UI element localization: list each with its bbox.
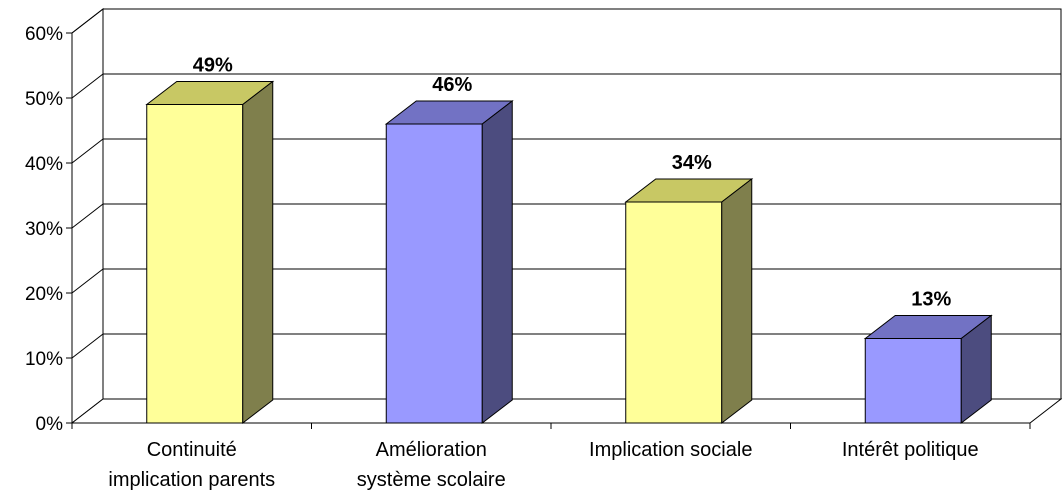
category-label: Amélioration [376, 439, 487, 461]
bar-front [146, 104, 244, 424]
y-tick-label: 40% [25, 154, 63, 175]
y-tick-label: 60% [25, 24, 63, 45]
gridline-diagonal [71, 8, 104, 34]
bar [863, 314, 993, 425]
data-label: 13% [911, 289, 951, 311]
category-labels: Continuité implication parents Amélioratio… [108, 439, 978, 491]
y-tick-label: 20% [25, 284, 63, 305]
bar-side [481, 99, 513, 425]
bar-front [864, 338, 962, 424]
bar [624, 177, 754, 425]
bar-side [721, 177, 753, 425]
data-label: 46% [432, 74, 472, 96]
gridline-diagonal [71, 73, 104, 99]
bars [145, 80, 993, 425]
gridline-diagonal [71, 333, 104, 359]
data-label: 34% [672, 152, 712, 174]
y-tick-label: 10% [25, 349, 63, 370]
y-tick-label: 50% [25, 89, 63, 110]
y-axis-ticks: 0% 10% 20% 30% 40% 50% 60% [25, 24, 72, 435]
bar-side [242, 80, 274, 425]
category-label: Continuité [147, 439, 237, 461]
bar [145, 80, 275, 425]
bar [384, 99, 514, 425]
gridline-diagonal [71, 138, 104, 164]
gridline-diagonal [71, 203, 104, 229]
category-label: Implication sociale [589, 439, 752, 461]
bar-front [385, 123, 483, 424]
category-label: système scolaire [357, 469, 506, 491]
bar-side [960, 314, 992, 425]
data-label: 49% [193, 55, 233, 77]
y-tick-label: 30% [25, 219, 63, 240]
category-label: implication parents [108, 469, 275, 491]
y-tick-label: 0% [36, 414, 64, 435]
gridline-diagonal [71, 268, 104, 294]
bar-front [625, 201, 723, 424]
category-label: Intérêt politique [842, 439, 979, 461]
data-labels: 49% 46% 34% 13% [193, 55, 952, 311]
